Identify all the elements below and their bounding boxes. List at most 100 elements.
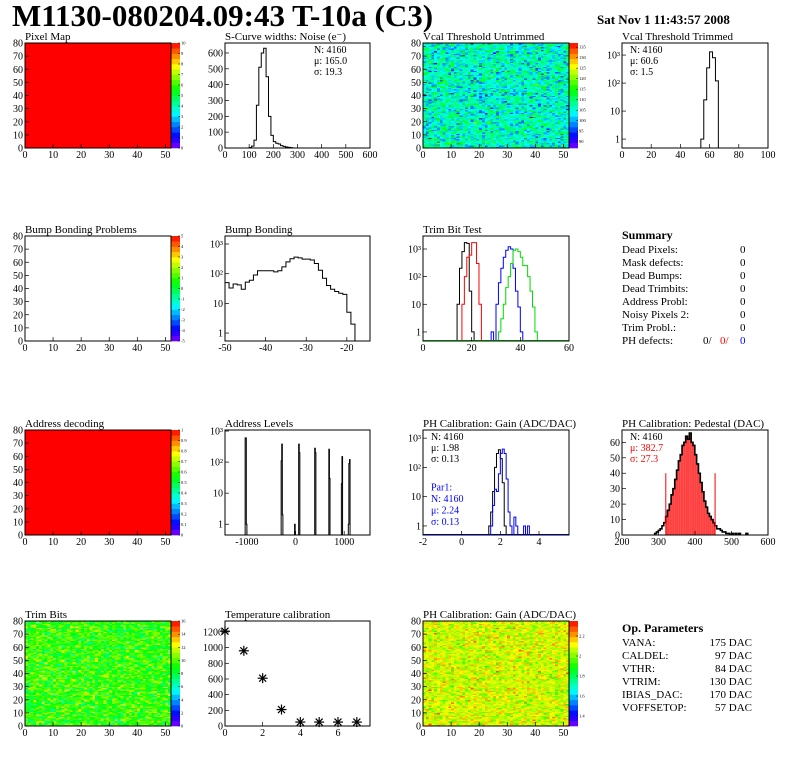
heatmap-cell: [456, 136, 460, 138]
heatmap-cell: [476, 81, 480, 83]
heatmap-cell: [470, 132, 474, 134]
heatmap-cell: [467, 119, 472, 121]
heatmap-cell: [467, 85, 472, 87]
y-tick-label: 1: [218, 329, 223, 340]
x-tick-label: 20: [76, 343, 86, 354]
heatmap-cell: [434, 49, 438, 52]
heatmap-cell: [484, 109, 488, 112]
heatmap-cell: [453, 95, 457, 98]
heatmap-cell: [437, 115, 441, 117]
y-tick-label: 10: [411, 492, 421, 503]
heatmap-cell: [442, 82, 446, 84]
heatmap-cell: [487, 137, 491, 140]
heatmap-cell: [476, 129, 480, 132]
heatmap-cell: [442, 87, 446, 90]
heatmap-cell: [428, 127, 432, 129]
heatmap-cell: [470, 49, 474, 52]
colorbar-tick-label: 0.8: [181, 449, 187, 454]
heatmap-cell: [467, 52, 472, 54]
heatmap-cell: [456, 86, 460, 88]
heatmap-cell: [473, 95, 477, 98]
heatmap-cell: [442, 102, 446, 104]
heatmap-cell: [423, 125, 427, 128]
heatmap-cell: [439, 69, 443, 71]
heatmap-cell: [462, 146, 466, 149]
heatmap-cell: [473, 111, 477, 113]
colorbar-segment: [569, 69, 578, 75]
heatmap-cell: [481, 94, 486, 96]
heatmap-cell: [442, 134, 446, 137]
heatmap-cell: [453, 140, 457, 142]
heatmap-cell: [465, 120, 469, 123]
x-tick-label: -20: [340, 343, 353, 354]
heatmap-cell: [451, 109, 455, 112]
heatmap-cell: [423, 103, 427, 105]
heatmap-cell: [462, 108, 466, 111]
heatmap-cell: [467, 116, 472, 119]
heatmap-cell: [431, 57, 435, 60]
heatmap-cell: [484, 78, 488, 81]
heatmap-cell: [459, 120, 463, 123]
heatmap-cell: [453, 111, 457, 113]
heatmap-cell: [490, 96, 494, 99]
heatmap-cell: [484, 60, 488, 62]
heatmap-cell: [473, 134, 477, 137]
heatmap-cell: [470, 54, 474, 57]
heatmap-cell: [481, 86, 486, 88]
heatmap-cell: [484, 69, 488, 71]
heatmap-cell: [425, 107, 429, 109]
heatmap-cell: [467, 60, 472, 62]
heatmap-cell: [448, 142, 452, 145]
heatmap-cell: [476, 99, 480, 102]
heatmap-cell: [470, 45, 474, 48]
heatmap-cell: [453, 57, 457, 60]
heatmap-cell: [476, 98, 480, 100]
heatmap-cell: [476, 85, 480, 87]
heatmap-cell: [487, 91, 491, 94]
heatmap-cell: [484, 88, 488, 91]
heatmap-cell: [445, 106, 449, 108]
heatmap-cell: [481, 64, 486, 66]
heatmap-cell: [445, 96, 449, 99]
heatmap-cell: [470, 99, 474, 102]
heatmap-cell: [448, 127, 452, 129]
heatmap-cell: [467, 67, 472, 70]
heatmap-cell: [484, 77, 488, 79]
heatmap-cell: [453, 141, 457, 144]
heatmap-cell: [431, 109, 435, 112]
heatmap-cell: [442, 98, 446, 100]
x-tick-label: 0: [620, 150, 625, 161]
heatmap-cell: [484, 103, 488, 105]
heatmap-cell: [493, 100, 497, 103]
heatmap-cell: [493, 79, 497, 82]
heatmap-cell: [453, 94, 457, 96]
heatmap-cell: [453, 79, 457, 82]
heatmap-cell: [479, 50, 483, 53]
heatmap-cell: [467, 65, 472, 67]
colorbar-tick-label: -5: [181, 339, 185, 344]
y-tick-label: 10³: [210, 427, 223, 438]
heatmap-cell: [462, 144, 466, 146]
heatmap-cell: [490, 73, 494, 75]
heatmap-cell: [465, 45, 469, 48]
panel-address-decoding: Address decoding00.10.20.30.40.50.60.70.…: [13, 418, 187, 548]
heatmap-cell: [473, 142, 477, 145]
heatmap-cell: [496, 144, 500, 146]
heatmap-cell: [423, 64, 427, 66]
heatmap-cell: [481, 53, 486, 56]
heatmap-cell: [448, 130, 452, 133]
colorbar-tick-label: 8: [181, 62, 184, 67]
heatmap-cell: [493, 98, 497, 100]
heatmap-cell: [490, 67, 494, 70]
heatmap-cell: [459, 112, 463, 115]
heatmap-cell: [459, 129, 463, 132]
heatmap-cell: [496, 60, 500, 62]
heatmap-cell: [470, 58, 474, 61]
heatmap-cell: [465, 48, 469, 50]
heatmap-cell: [445, 121, 449, 124]
heatmap-cell: [496, 120, 500, 123]
heatmap-cell: [487, 138, 491, 141]
heatmap-cell: [451, 48, 455, 50]
histogram-fill-bin: [678, 460, 681, 535]
